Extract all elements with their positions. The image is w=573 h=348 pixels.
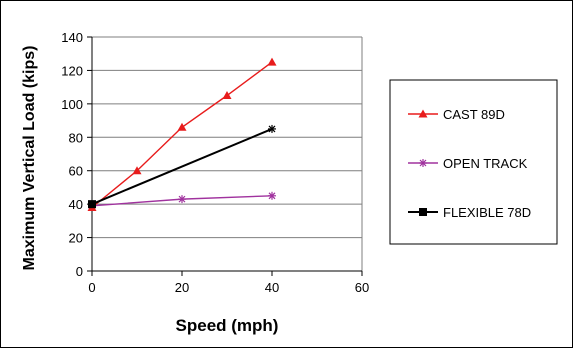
legend-marker-open-track — [419, 159, 427, 167]
x-axis-title: Speed (mph) — [176, 316, 279, 335]
legend-marker-cast-89d — [418, 109, 428, 118]
y-tick-label-80: 80 — [69, 130, 83, 145]
data-point-cast-89d-2 — [177, 122, 187, 131]
y-tick-label-40: 40 — [69, 197, 83, 212]
legend-label-cast-89d: CAST 89D — [443, 107, 505, 122]
plot-background — [92, 37, 362, 271]
y-tick-label-0: 0 — [76, 264, 83, 279]
x-tick-label-0: 0 — [88, 280, 95, 295]
legend-label-open-track: OPEN TRACK — [443, 156, 528, 171]
marker-stroke — [268, 192, 276, 200]
data-point-cast-89d-1 — [132, 166, 142, 175]
x-tick-label-60: 60 — [355, 280, 369, 295]
marker-stroke — [419, 159, 427, 167]
x-tick-label-40: 40 — [265, 280, 279, 295]
x-tick-label-20: 20 — [175, 280, 189, 295]
legend-item-open-track: OPEN TRACK — [408, 156, 528, 171]
legend-item-cast-89d: CAST 89D — [408, 107, 505, 122]
y-tick-label-120: 120 — [61, 63, 83, 78]
series-line-flexible-78d — [91, 128, 273, 206]
legend: CAST 89D OPEN TRACK FLEXIBLE 78D — [389, 79, 558, 245]
legend-item-flexible-78d: FLEXIBLE 78D — [408, 205, 531, 220]
data-point-flexible-78d-0 — [88, 200, 96, 209]
marker-stroke — [268, 125, 276, 133]
data-point-cast-89d-3 — [222, 91, 232, 99]
series-flexible-78d — [88, 124, 276, 209]
y-tick-label-60: 60 — [69, 164, 83, 179]
data-point-open-track-1 — [178, 195, 186, 204]
y-tick-label-100: 100 — [61, 97, 83, 112]
series-group — [87, 57, 277, 211]
y-tick-label-140: 140 — [61, 30, 83, 45]
axes — [87, 36, 363, 276]
legend-box — [389, 79, 558, 245]
y-tick-label-20: 20 — [69, 231, 83, 246]
data-point-open-track-2 — [268, 191, 276, 200]
data-point-flexible-78d-1 — [268, 124, 276, 133]
plot-area — [92, 37, 362, 271]
series-cast-89d — [87, 57, 277, 211]
data-point-cast-89d-4 — [267, 57, 277, 66]
marker-stroke — [178, 195, 186, 203]
tick-labels: 0 20 40 60 80 100 120 140 0 20 40 60 — [61, 30, 369, 295]
legend-label-flexible-78d: FLEXIBLE 78D — [443, 205, 531, 220]
y-axis-title: Maximum Vertical Load (kips) — [21, 46, 38, 271]
legend-marker-flexible-78d — [419, 208, 427, 216]
